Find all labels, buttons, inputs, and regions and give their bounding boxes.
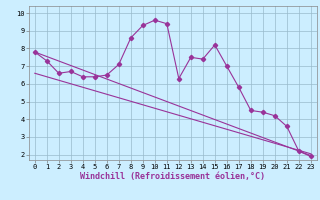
X-axis label: Windchill (Refroidissement éolien,°C): Windchill (Refroidissement éolien,°C): [80, 172, 265, 181]
